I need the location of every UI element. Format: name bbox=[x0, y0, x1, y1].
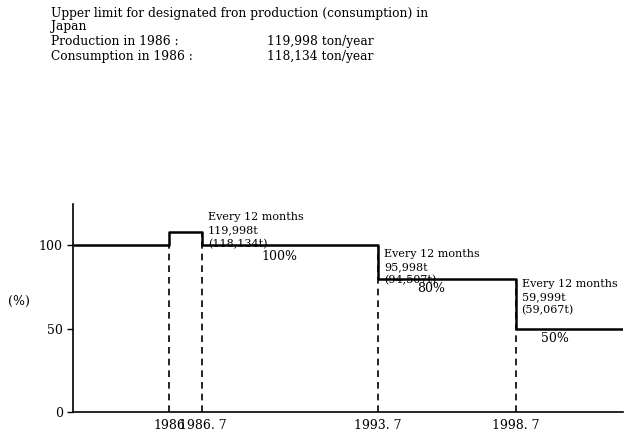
Text: 119,998 ton/year: 119,998 ton/year bbox=[267, 35, 374, 48]
Text: 50%: 50% bbox=[541, 332, 569, 345]
Text: 118,134 ton/year: 118,134 ton/year bbox=[267, 50, 373, 62]
Text: Every 12 months
119,998t
(118,134t): Every 12 months 119,998t (118,134t) bbox=[208, 212, 303, 249]
Y-axis label: (%): (%) bbox=[8, 295, 31, 308]
Text: Japan: Japan bbox=[51, 20, 86, 33]
Text: 100%: 100% bbox=[261, 250, 298, 264]
Text: Every 12 months
95,998t
(94,507t): Every 12 months 95,998t (94,507t) bbox=[384, 249, 480, 286]
Text: Production in 1986 :: Production in 1986 : bbox=[51, 35, 179, 48]
Text: Upper limit for designated fron production (consumption) in: Upper limit for designated fron producti… bbox=[51, 7, 428, 19]
Text: Every 12 months
59,999t
(59,067t): Every 12 months 59,999t (59,067t) bbox=[522, 279, 618, 315]
Text: 80%: 80% bbox=[417, 282, 445, 295]
Text: Consumption in 1986 :: Consumption in 1986 : bbox=[51, 50, 193, 62]
